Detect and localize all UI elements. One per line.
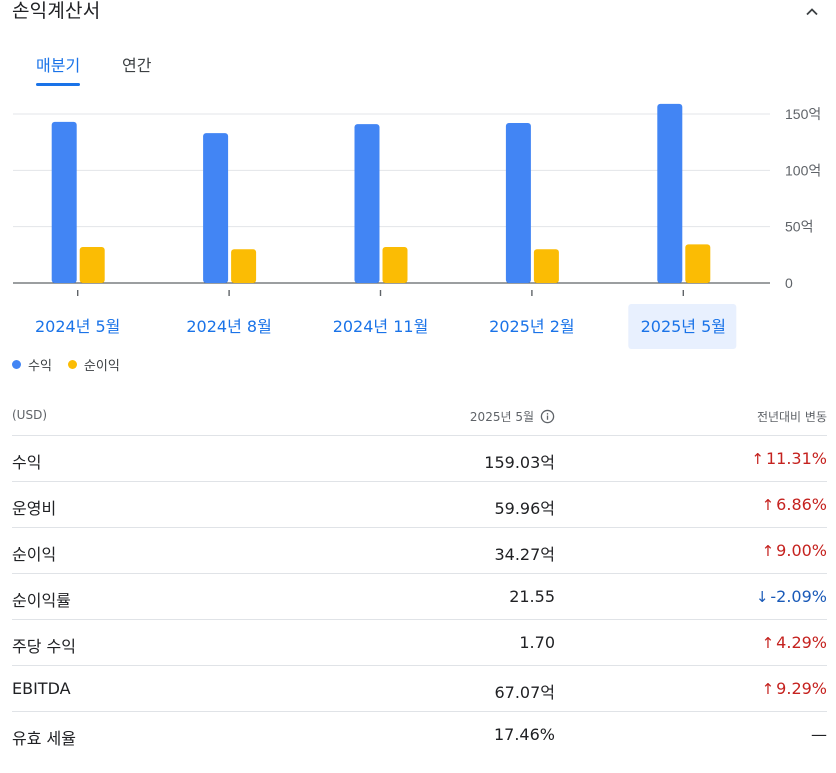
y-tick-label: 50억 [785,219,813,235]
x-category-label[interactable]: 2024년 11월 [333,317,429,336]
row-change: ↑ 11.31% [751,449,827,468]
bar-net-income [79,246,105,283]
x-category-label[interactable]: 2025년 2월 [489,317,574,336]
financial-table: (USD) 2025년 5월 전년대비 변동 수익 159.03억 ↑ 11.31% 운… [12,396,827,758]
row-change: ↑ 9.29% [762,679,827,698]
bar-revenue [657,103,683,283]
legend-label-net-income: 순이익 [83,359,120,374]
row-label: 순이익 [12,545,57,564]
period-header: 2025년 5월 [470,408,555,425]
row-label: 순이익률 [12,591,71,610]
row-value: 59.96억 [494,499,555,518]
table-row: 수익 159.03억 ↑ 11.31% [12,436,827,482]
row-value: 159.03억 [484,453,555,472]
bar-revenue [203,133,229,283]
arrow-up-icon: ↑ [761,633,775,652]
collapse-button[interactable] [800,0,824,24]
row-change: ↓ -2.09% [756,587,827,606]
section-header: 손익계산서 [0,0,836,30]
row-change-value: 9.29% [776,679,827,698]
income-bar-chart: 0 50억 100억 150억 2024년 5월 2024년 8월 2024년 11월 202… [13,103,821,349]
chevron-up-icon [806,8,818,16]
row-change: — [811,725,827,744]
row-label: EBITDA [12,679,71,698]
currency-label: (USD) [12,408,48,422]
x-category-label[interactable]: 2024년 8월 [186,317,271,336]
bar-net-income [231,249,257,283]
legend-dot-net-income [67,360,77,369]
bar-revenue [354,124,380,283]
table-body: 수익 159.03억 ↑ 11.31% 운영비 59.96억 ↑ 6.86% 순이익 34.27억… [12,436,827,758]
bar-revenue [505,123,531,283]
legend-dot-revenue [12,360,21,369]
info-icon[interactable] [540,409,555,424]
table-header: (USD) 2025년 5월 전년대비 변동 [12,396,827,436]
selected-period-highlight [628,304,737,349]
arrow-up-icon: ↑ [751,449,764,468]
table-row: 주당 수익 1.70 ↑ 4.29% [12,620,827,666]
chart-legend: 수익 순이익 [12,355,136,374]
tab-annual[interactable]: 연간 [122,56,152,75]
row-label: 유효 세율 [12,729,76,748]
section-title: 손익계산서 [12,0,101,22]
row-change-value: 9.00% [776,541,827,560]
row-value: 67.07억 [494,683,555,702]
y-tick-label: 150억 [785,106,821,122]
row-change: ↑ 6.86% [762,495,827,514]
bar-net-income [685,244,711,283]
row-label: 운영비 [12,499,57,518]
table-row: 순이익 34.27억 ↑ 9.00% [12,528,827,574]
arrow-up-icon: ↑ [761,679,775,698]
table-row: 유효 세율 17.46% — [12,712,827,758]
arrow-up-icon: ↑ [761,541,775,560]
arrow-up-icon: ↑ [761,495,775,514]
row-value: 17.46% [493,725,555,744]
table-row: 운영비 59.96억 ↑ 6.86% [12,482,827,528]
period-label: 2025년 5월 [469,410,534,424]
legend-item-revenue: 수익 [12,355,52,374]
arrow-down-icon: ↓ [755,587,769,606]
row-change: ↑ 4.29% [762,633,827,652]
bar-revenue [51,121,77,284]
period-tabs: 매분기 연간 [0,48,300,88]
row-value: 21.55 [509,587,555,606]
row-change-value: 6.86% [776,495,827,514]
bar-net-income [533,249,559,283]
tab-quarterly[interactable]: 매분기 [36,56,81,75]
x-category-label[interactable]: 2024년 5월 [35,317,120,336]
tab-active-indicator [36,83,80,86]
row-change-value: 4.29% [776,633,827,652]
y-tick-label: 0 [785,275,793,291]
legend-label-revenue: 수익 [28,359,52,374]
row-value: 34.27억 [494,545,555,564]
x-category-label[interactable]: 2025년 5월 [641,317,726,336]
row-change-value: 11.31% [765,449,827,468]
y-tick-label: 100억 [785,162,821,178]
table-row: EBITDA 67.07억 ↑ 9.29% [12,666,827,712]
row-value: 1.70 [519,633,555,652]
legend-item-net-income: 순이익 [67,355,120,374]
row-label: 수익 [12,453,42,472]
row-label: 주당 수익 [12,637,76,656]
row-change-value: — [811,725,827,744]
row-change-value: -2.09% [770,587,827,606]
bar-net-income [382,246,408,283]
change-header: 전년대비 변동 [756,410,827,424]
row-change: ↑ 9.00% [762,541,827,560]
table-row: 순이익률 21.55 ↓ -2.09% [12,574,827,620]
